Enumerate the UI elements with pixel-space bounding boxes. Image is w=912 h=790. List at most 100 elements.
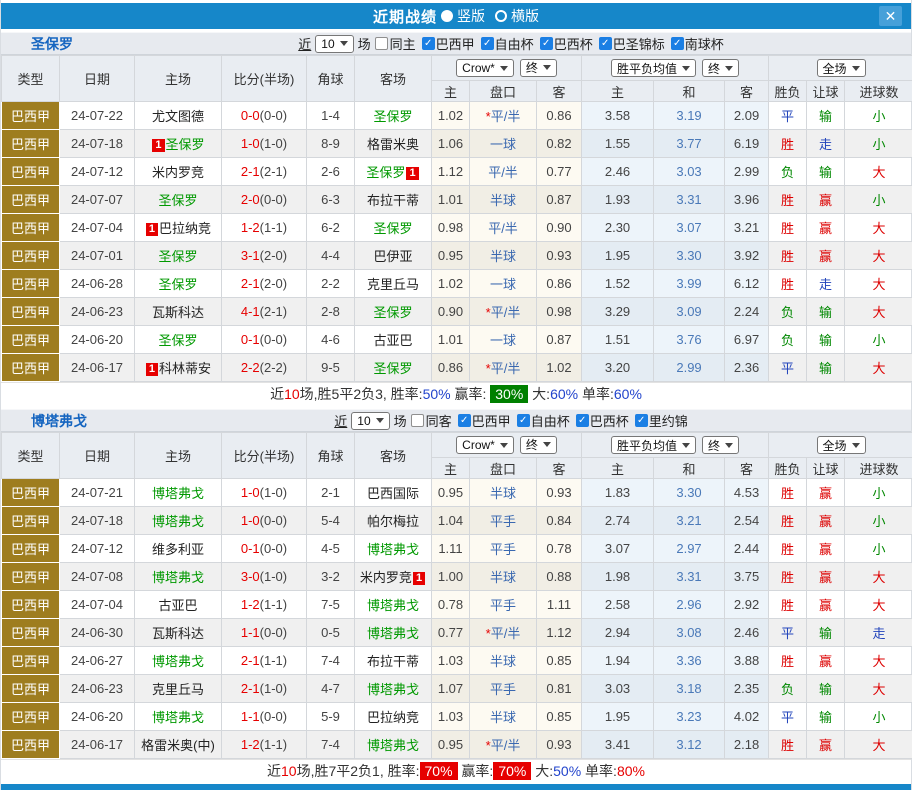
handicap-result-cell: 赢 [807,186,845,214]
handicap-result-cell: 赢 [807,535,845,563]
avg-final-select[interactable]: 终 [702,436,739,454]
home-team-cell: 瓦斯科达 [135,619,222,647]
same-venue-checkbox[interactable]: 同主 [375,34,416,53]
date-cell: 24-07-07 [60,186,135,214]
column-subheader: 主 [582,81,654,102]
date-cell: 24-07-04 [60,214,135,242]
corner-cell: 5-4 [307,507,355,535]
halftime-score: (1-1) [260,597,287,612]
away-team-name: 圣保罗 [373,109,412,124]
league-checkbox[interactable]: ✓巴西甲 [422,34,475,53]
handicap-result-cell: 赢 [807,731,845,759]
handicap-result-cell: 赢 [807,591,845,619]
scope-select-value: 全场 [823,437,847,454]
team-name: 博塔弗戈 [31,411,87,431]
league-cell: 巴西甲 [2,298,60,326]
radio-vertical-layout[interactable]: 竖版 [441,6,485,26]
checkbox-icon: ✓ [481,37,494,50]
handicap-cell: 平/半 [470,214,537,242]
result-cell: 平 [769,619,807,647]
scope-select[interactable]: 全场 [817,59,866,77]
home-team-name: 瓦斯科达 [152,626,204,641]
league-checkbox[interactable]: ✓南球杯 [671,34,724,53]
avg-final-select[interactable]: 终 [702,59,739,77]
avg-away-cell: 2.46 [725,619,769,647]
away-team-cell: 巴拉纳竞 [355,703,432,731]
titlebar: 近期战绩 竖版 横版 ✕ [1,3,911,29]
avg-home-cell: 3.03 [582,675,654,703]
crow-away-odds-cell: 1.02 [537,354,582,382]
scope-select[interactable]: 全场 [817,436,866,454]
away-team-cell: 博塔弗戈 [355,535,432,563]
home-team-cell: 古亚巴 [135,591,222,619]
league-cell: 巴西甲 [2,270,60,298]
radio-horizontal-layout[interactable]: 横版 [495,6,539,26]
home-team-cell: 博塔弗戈 [135,703,222,731]
halftime-score: (1-1) [260,653,287,668]
league-checkbox[interactable]: ✓巴西杯 [576,411,629,430]
avg-select[interactable]: 胜平负均值 [611,436,696,454]
summary-segment: 30% [490,385,528,403]
handicap-cell: 平手 [470,675,537,703]
corner-cell: 0-5 [307,619,355,647]
avg-away-cell: 2.92 [725,591,769,619]
home-team-name: 博塔弗戈 [152,570,204,585]
league-label: 巴圣锦标 [613,34,665,53]
avg-away-cell: 3.75 [725,563,769,591]
away-team-name: 博塔弗戈 [367,598,419,613]
avg-away-cell: 6.12 [725,270,769,298]
summary-segment: 单率: [581,763,617,779]
league-checkbox[interactable]: ✓巴西杯 [540,34,593,53]
crow-away-odds-cell: 0.81 [537,675,582,703]
same-venue-checkbox[interactable]: 同客 [411,411,452,430]
league-checkbox[interactable]: ✓里约锦 [635,411,688,430]
date-cell: 24-07-12 [60,158,135,186]
handicap-result-cell: 输 [807,354,845,382]
goals-result-cell: 大 [845,675,912,703]
home-team-name: 格雷米奥(中) [141,738,215,753]
column-header: 主场 [135,56,222,102]
summary-segment: 60% [614,386,642,402]
away-team-cell: 博塔弗戈 [355,619,432,647]
corner-cell: 3-2 [307,563,355,591]
crow-final-select[interactable]: 终 [520,59,557,77]
home-team-cell: 圣保罗 [135,242,222,270]
crow-final-select[interactable]: 终 [520,436,557,454]
avg-select[interactable]: 胜平负均值 [611,59,696,77]
column-header: 类型 [2,56,60,102]
home-team-name: 尤文图德 [152,109,204,124]
score-cell: 1-2(1-1) [222,591,307,619]
crow-home-odds-cell: 1.01 [432,326,470,354]
result-cell: 胜 [769,535,807,563]
column-subheader: 主 [432,81,470,102]
halftime-score: (0-0) [260,625,287,640]
crow-company-select[interactable]: Crow* [456,59,514,77]
league-checkbox[interactable]: ✓自由杯 [481,34,534,53]
score-cell: 2-1(2-0) [222,270,307,298]
avg-home-cell: 1.95 [582,242,654,270]
match-count-select[interactable]: 10 [351,412,389,430]
halftime-score: (1-0) [260,681,287,696]
handicap-cell: 一球 [470,270,537,298]
halftime-score: (2-1) [260,164,287,179]
date-cell: 24-07-12 [60,535,135,563]
match-count-select-value: 10 [321,37,334,51]
crow-home-odds-cell: 0.95 [432,242,470,270]
crow-company-select[interactable]: Crow* [456,436,514,454]
crow-final-select-value: 终 [526,436,538,453]
goals-result-cell: 小 [845,130,912,158]
match-count-select[interactable]: 10 [315,35,353,53]
handicap-cell: 半球 [470,647,537,675]
league-checkbox[interactable]: ✓巴西甲 [458,411,511,430]
league-checkbox[interactable]: ✓巴圣锦标 [599,34,665,53]
league-checkbox[interactable]: ✓自由杯 [517,411,570,430]
crow-away-odds-cell: 0.93 [537,479,582,507]
close-button[interactable]: ✕ [879,6,902,26]
home-team-cell: 圣保罗 [135,186,222,214]
